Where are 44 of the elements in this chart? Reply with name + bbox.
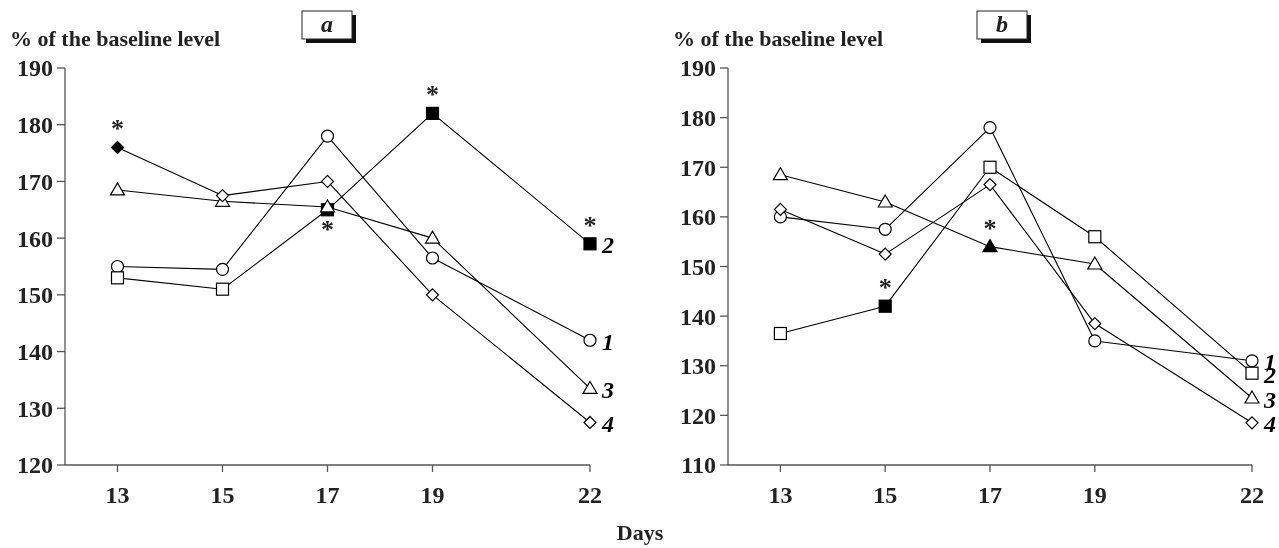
y-tick-label: 150 [17, 282, 53, 309]
x-tick-label: 13 [768, 482, 793, 508]
annotation: * [583, 210, 597, 240]
y-tick-label: 190 [680, 55, 716, 82]
y-tick-label: 190 [17, 55, 53, 82]
y-tick-label: 170 [680, 154, 716, 181]
annotation: * [983, 213, 997, 243]
y-tick-label: 150 [680, 253, 716, 280]
annotation: * [321, 214, 334, 244]
x-tick-label: 19 [1082, 482, 1107, 508]
x-tick-label: 15 [210, 482, 235, 508]
x-tick-label: 22 [578, 482, 602, 508]
y-tick-label: 140 [17, 338, 53, 365]
y-tick-label: 160 [680, 204, 716, 231]
series-label: 3 [601, 377, 614, 404]
series-label: 4 [1263, 411, 1276, 438]
x-axis-title: Days [616, 520, 664, 545]
x-tick-label: 15 [873, 482, 898, 508]
x-tick-label: 19 [420, 482, 445, 508]
y-tick-label: 120 [680, 402, 716, 429]
annotation: * [426, 80, 439, 110]
y-tick-label: 130 [680, 353, 716, 380]
y-tick-label: 140 [680, 303, 716, 330]
annotation: * [111, 114, 124, 144]
annotation: * [878, 273, 892, 303]
y-tick-label: 180 [17, 112, 53, 139]
series-label: 3 [1263, 386, 1276, 413]
x-tick-label: 13 [105, 482, 130, 508]
y-tick-label: 160 [17, 225, 53, 252]
y-tick-label: 110 [681, 452, 716, 479]
y-tick-label: 120 [17, 452, 53, 479]
y-tick-label: 170 [17, 168, 53, 195]
y-tick-label: 180 [680, 105, 716, 132]
series-label: 4 [601, 411, 614, 438]
chart-title: b [996, 11, 1008, 37]
x-tick-label: 17 [978, 482, 1002, 508]
y-axis-title: % of the baseline level [673, 26, 884, 51]
x-tick-label: 22 [1240, 482, 1264, 508]
x-tick-label: 17 [315, 482, 340, 508]
chart-title: a [321, 11, 333, 37]
series-label: 1 [602, 328, 614, 355]
y-tick-label: 130 [17, 395, 53, 422]
y-axis-title: % of the baseline level [10, 26, 221, 51]
series-label: 2 [601, 232, 614, 259]
